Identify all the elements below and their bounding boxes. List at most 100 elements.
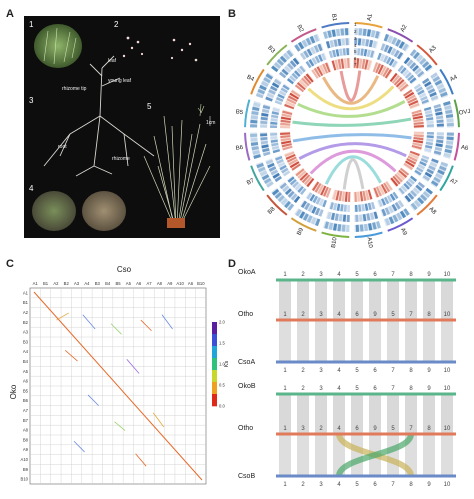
- synteny-ribbon: [315, 280, 327, 320]
- track-bin: [368, 223, 373, 231]
- track-bin: [309, 194, 316, 202]
- chrom-label: B9: [296, 227, 305, 237]
- track-bin: [400, 167, 410, 176]
- genome-label: CsoB: [238, 473, 255, 480]
- track-ring: [443, 101, 454, 128]
- track-bin: [383, 33, 389, 42]
- chromosome-bar: [276, 360, 456, 364]
- track-bin: [260, 120, 268, 125]
- track-bin: [365, 39, 370, 47]
- track-bin: [353, 58, 357, 69]
- chromosome-number: 7: [391, 386, 395, 392]
- track-ring: [353, 189, 373, 202]
- track-bin: [393, 49, 400, 58]
- track-bin: [440, 91, 448, 98]
- track-bin: [265, 96, 273, 102]
- track-bin: [279, 182, 287, 190]
- panel-label-a: A: [6, 8, 14, 20]
- track-bin: [316, 66, 324, 77]
- track-bin: [396, 212, 403, 221]
- synteny-ribbon: [441, 394, 453, 434]
- photo-num-1: 1: [29, 20, 34, 29]
- track-bin: [303, 75, 312, 85]
- top-tick-label: A6: [188, 281, 194, 286]
- chromosome-number: 2: [301, 482, 305, 488]
- track-bin: [338, 214, 343, 222]
- track-bin: [418, 92, 427, 99]
- track-bin: [375, 186, 382, 197]
- track-bin: [314, 55, 321, 64]
- track-ring: [274, 155, 291, 177]
- track-bin: [257, 166, 266, 173]
- chrom-band: [250, 165, 265, 192]
- track-bin: [271, 188, 280, 196]
- chromosome-number: 2: [301, 312, 305, 318]
- track-bin: [386, 195, 393, 203]
- track-bin: [340, 28, 345, 36]
- synteny-ribbon: [423, 320, 435, 362]
- track-ring: [250, 132, 261, 159]
- track-bin: [292, 181, 299, 188]
- left-tick-label: B7: [23, 418, 29, 423]
- chrom-label: B4: [246, 74, 256, 83]
- track-bin: [280, 122, 291, 126]
- synteny-ribbon: [387, 280, 399, 320]
- colorbar-title: Ks: [224, 361, 230, 368]
- synteny-ribbon: [405, 280, 417, 320]
- chrom-label: A9: [399, 227, 408, 237]
- track-bin: [367, 189, 373, 200]
- chrom-band: [354, 22, 383, 29]
- track-bin: [253, 154, 261, 159]
- track-bin: [336, 28, 341, 37]
- track-bin: [422, 61, 430, 68]
- macrosynteny-plot: OkoA 1 2 3 4 5 6 7 8 9 10 Otho 1 2 3 4 6 9 5 7 8 10 CsoA 1 2 3 4 5 6…: [238, 269, 456, 488]
- synteny-link: [297, 100, 406, 118]
- chrom-label: A3: [428, 45, 438, 55]
- track-bin: [385, 181, 393, 191]
- field-photo-4a: [32, 191, 76, 231]
- track-bin: [261, 112, 269, 117]
- track-bin: [305, 73, 314, 83]
- track-bin: [290, 89, 301, 98]
- synteny-segment: [73, 440, 85, 453]
- ring-number: 3: [354, 36, 357, 41]
- track-bin: [272, 107, 280, 112]
- track-bin: [347, 204, 351, 212]
- track-bin: [301, 77, 310, 87]
- chromosome-number: 10: [444, 482, 451, 488]
- synteny-ribbon: [441, 280, 453, 320]
- left-tick-label: A10: [21, 457, 29, 462]
- track-bin: [354, 28, 358, 36]
- chromosome-bar: [276, 432, 456, 436]
- track-bin: [288, 158, 299, 166]
- track-bin: [333, 39, 338, 47]
- track-bin: [399, 210, 407, 219]
- chromosome-number: 1: [283, 482, 287, 488]
- track-bin: [251, 146, 259, 151]
- chromosome-number: 10: [444, 272, 451, 278]
- track-bin: [334, 213, 339, 221]
- track-bin: [311, 206, 317, 214]
- track-bin: [331, 29, 336, 37]
- chromosome-number: 7: [409, 312, 413, 318]
- synteny-segment: [135, 453, 147, 467]
- track-bin: [291, 72, 299, 80]
- chromosome-number: 3: [319, 312, 323, 318]
- track-bin: [359, 191, 364, 202]
- track-bin: [445, 144, 453, 150]
- track-bin: [252, 106, 260, 112]
- chromosome-number: 10: [444, 386, 451, 392]
- track-bin: [414, 200, 421, 208]
- track-bin: [279, 164, 287, 171]
- left-tick-label: A4: [23, 349, 29, 354]
- chrom-label: B6: [235, 145, 244, 152]
- track-bin: [271, 82, 280, 89]
- track-bin: [435, 115, 444, 120]
- track-bin: [306, 178, 315, 188]
- track-bin: [315, 218, 321, 227]
- chromosome-number: 9: [373, 312, 377, 318]
- track-bin: [415, 184, 423, 192]
- track-bin: [260, 133, 268, 137]
- track-bin: [329, 40, 334, 48]
- chrom-band: [244, 132, 251, 161]
